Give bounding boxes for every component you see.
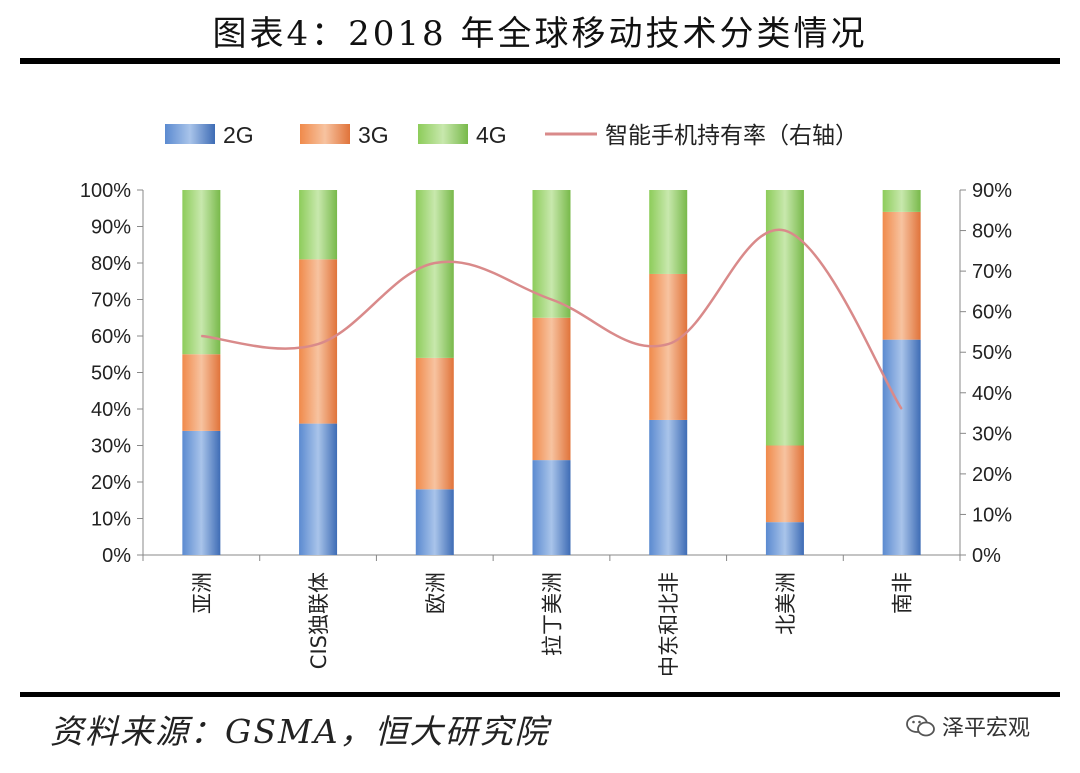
bar-2G-1 (299, 423, 338, 555)
axes: 0% 10% 20% 30% 40% 50% 60% 70% 80% 90% 100% 0% 10% 20… (80, 180, 1012, 567)
x-label-2: 欧洲 (424, 572, 448, 614)
legend-swatch-4G (418, 124, 468, 144)
bar-3G-1 (299, 259, 338, 424)
y-right-tick-label: 50% (972, 342, 1012, 364)
y-right-tick-label: 70% (972, 261, 1012, 283)
y-right-tick-label: 30% (972, 423, 1012, 445)
x-label-4: 中东和北非 (657, 572, 681, 677)
source-note: 资料来源：GSMA，恒大研究院 (50, 712, 550, 751)
watermark-text: 泽平宏观 (942, 716, 1031, 741)
bar-4G-1 (299, 190, 338, 260)
chart: 2G 3G 4G 智能手机持有率（右轴） 0% 10% 20% 30% 40% 50% 60% 70… (80, 122, 1012, 677)
y-left-tick-label: 30% (91, 436, 131, 458)
y-right-tick-label: 40% (972, 383, 1012, 405)
line-point-4 (667, 343, 669, 345)
bar-3G-6 (882, 211, 921, 340)
y-left-tick-label: 20% (91, 472, 131, 494)
bar-2G-4 (649, 419, 688, 555)
smartphone-line-path (201, 228, 903, 410)
x-label-5: 北美洲 (774, 572, 798, 635)
y-left-tick-label: 0% (102, 545, 131, 567)
legend-label-2G: 2G (223, 122, 254, 148)
bar-2G-2 (415, 489, 454, 555)
y-left-tick-label: 70% (91, 290, 131, 312)
line-point-1 (317, 343, 319, 345)
legend-label-4G: 4G (476, 122, 507, 148)
bar-3G-5 (765, 445, 804, 523)
bar-4G-4 (649, 190, 688, 274)
top-rule (20, 58, 1060, 64)
chart-title: 图表4：2018 年全球移动技术分类情况 (212, 14, 868, 54)
bar-3G-0 (182, 354, 221, 431)
x-label-3: 拉丁美洲 (541, 572, 565, 656)
bar-4G-5 (765, 190, 804, 446)
legend-swatch-2G (165, 124, 215, 144)
y-left-tick-label: 10% (91, 509, 131, 531)
y-left-tick-label: 60% (91, 326, 131, 348)
y-right-tick-label: 10% (972, 504, 1012, 526)
legend-swatch-3G (300, 124, 350, 144)
y-right-tick-label: 0% (972, 545, 1001, 567)
y-left-tick-label: 100% (80, 180, 131, 202)
legend-label-line: 智能手机持有率（右轴） (605, 123, 858, 149)
x-axis-labels: 亚洲 CIS独联体 欧洲 拉丁美洲 中东和北非 北美洲 南非 (190, 572, 914, 677)
line-point-6 (901, 408, 903, 410)
y-right-tick-label: 80% (972, 221, 1012, 243)
legend: 2G 3G 4G 智能手机持有率（右轴） (165, 122, 858, 149)
bars (182, 190, 921, 555)
bar-2G-5 (765, 522, 804, 555)
bottom-rule (20, 692, 1060, 697)
line-point-5 (784, 230, 786, 232)
line-point-2 (434, 262, 436, 264)
bar-4G-0 (182, 190, 221, 355)
y-left-tick-label: 80% (91, 253, 131, 275)
watermark: 泽平宏观 (906, 710, 1030, 742)
bar-2G-6 (882, 339, 921, 555)
legend-label-3G: 3G (358, 122, 389, 148)
x-label-1: CIS独联体 (307, 572, 331, 669)
y-left-tick-label: 90% (91, 217, 131, 239)
x-label-6: 南非 (891, 572, 915, 614)
bar-4G-2 (415, 190, 454, 358)
y-right-tick-label: 60% (972, 302, 1012, 324)
bar-2G-3 (532, 460, 571, 555)
y-left-tick-label: 50% (91, 363, 131, 385)
bar-3G-3 (532, 317, 571, 461)
y-right-tick-label: 90% (972, 180, 1012, 202)
bar-4G-3 (532, 190, 571, 318)
line-point-3 (551, 299, 552, 300)
bar-3G-2 (415, 357, 454, 490)
y-left-tick-label: 40% (91, 399, 131, 421)
line-point-0 (200, 335, 202, 337)
smartphone-line (200, 228, 903, 410)
y-right-tick-label: 20% (972, 464, 1012, 486)
wechat-icon (906, 715, 935, 737)
bar-2G-0 (182, 430, 221, 555)
x-label-0: 亚洲 (190, 572, 214, 614)
bar-4G-6 (882, 190, 921, 212)
